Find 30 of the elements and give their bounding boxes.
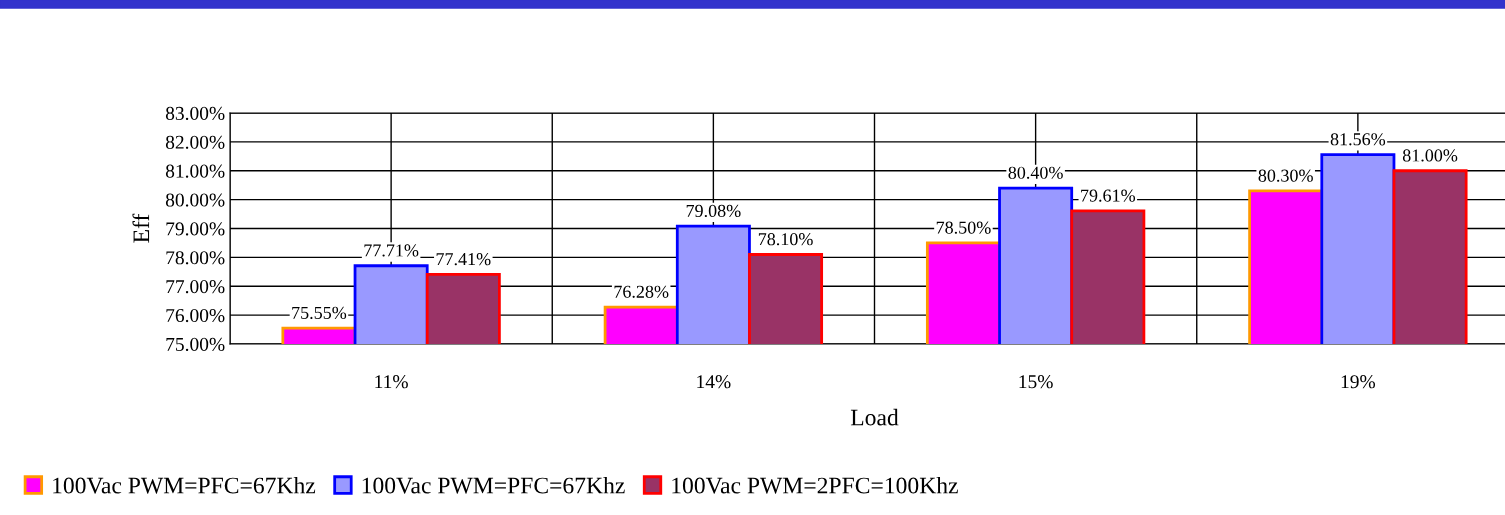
x-tick-label: 15% <box>1019 375 1053 389</box>
legend-label: 100Vac PWM=PFC=67Khz <box>53 476 316 494</box>
data-label: 80.30% <box>1258 169 1313 182</box>
legend-label: 100Vac PWM=2PFC=100Khz <box>672 476 958 494</box>
y-tick-label: 82.00% <box>165 135 225 149</box>
x-axis-title: Load <box>850 408 899 426</box>
data-label: 76.28% <box>614 285 669 298</box>
data-label: 79.61% <box>1081 189 1136 202</box>
legend-label: 100Vac PWM=PFC=67Khz <box>362 476 625 494</box>
y-axis-title: Eff <box>132 213 150 243</box>
data-label: 81.00% <box>1402 149 1458 162</box>
data-label: 77.71% <box>364 244 419 257</box>
data-label: 80.40% <box>1008 166 1063 179</box>
data-label: 78.10% <box>758 233 813 246</box>
y-tick-label: 79.00% <box>166 222 225 236</box>
y-tick-label: 80.00% <box>165 193 225 207</box>
y-tick-label: 75.00% <box>166 337 225 352</box>
data-label: 79.08% <box>686 204 741 218</box>
x-tick-label: 19% <box>1341 375 1376 389</box>
y-tick-label: 81.00% <box>165 164 225 178</box>
y-tick-label: 76.00% <box>166 308 225 323</box>
data-label: 78.50% <box>936 221 991 234</box>
data-label: 75.55% <box>292 306 347 319</box>
x-tick-label: 14% <box>697 375 731 389</box>
y-tick-label: 83.00% <box>165 106 225 121</box>
data-label: 77.41% <box>436 253 491 266</box>
data-label: 81.56% <box>1330 133 1386 146</box>
y-tick-label: 77.00% <box>166 280 225 294</box>
x-tick-label: 11% <box>375 375 408 389</box>
y-tick-label: 78.00% <box>166 251 225 265</box>
